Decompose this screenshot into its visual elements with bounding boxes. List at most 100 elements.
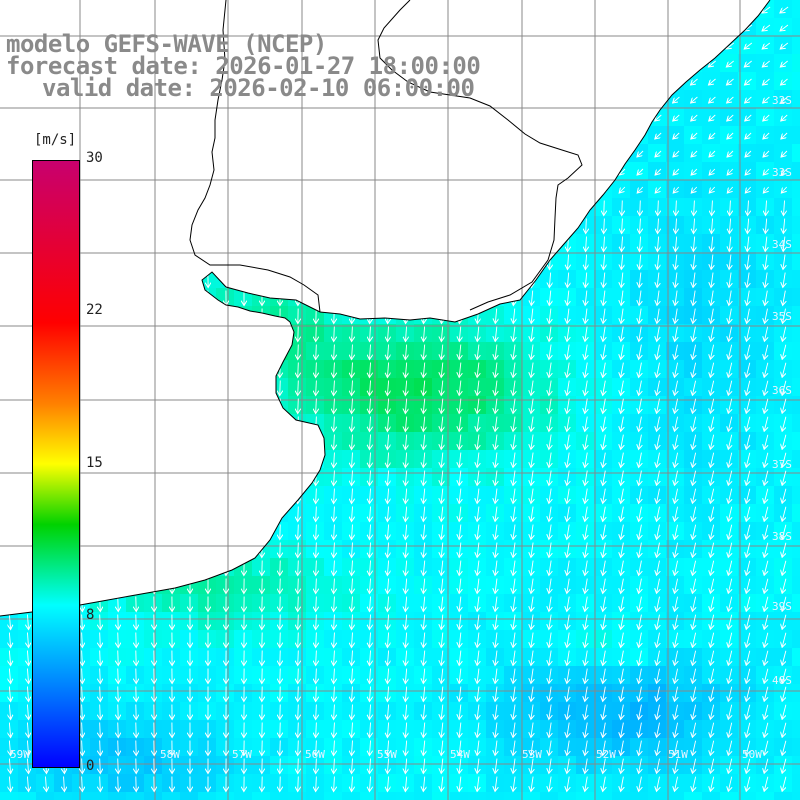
wind-arrow bbox=[424, 146, 425, 162]
speed-cell bbox=[162, 126, 181, 145]
speed-cell bbox=[342, 432, 361, 451]
speed-cell bbox=[108, 144, 127, 163]
wind-arrow bbox=[226, 128, 227, 144]
speed-cell bbox=[576, 504, 595, 523]
speed-cell bbox=[702, 540, 721, 559]
speed-cell bbox=[144, 630, 163, 649]
speed-cell bbox=[396, 360, 415, 379]
speed-cell bbox=[198, 234, 217, 253]
speed-cell bbox=[90, 342, 109, 361]
wind-arrow bbox=[298, 758, 299, 774]
speed-cell bbox=[702, 324, 721, 343]
speed-cell bbox=[324, 450, 343, 469]
speed-cell bbox=[162, 432, 181, 451]
speed-cell bbox=[684, 792, 703, 800]
speed-cell bbox=[324, 216, 343, 235]
speed-cell bbox=[324, 576, 343, 595]
speed-cell bbox=[594, 0, 613, 19]
speed-cell bbox=[684, 288, 703, 307]
speed-cell bbox=[738, 216, 757, 235]
speed-cell bbox=[450, 162, 469, 181]
wind-arrow bbox=[708, 6, 717, 13]
speed-cell bbox=[666, 342, 685, 361]
wind-arrow bbox=[82, 380, 83, 396]
wind-arrow bbox=[45, 2, 46, 18]
wind-arrow bbox=[9, 218, 10, 234]
wind-arrow bbox=[583, 132, 590, 139]
speed-cell bbox=[162, 306, 181, 325]
speed-cell bbox=[306, 612, 325, 631]
speed-cell bbox=[342, 360, 361, 379]
speed-cell bbox=[468, 342, 487, 361]
speed-cell bbox=[270, 252, 289, 271]
wind-arrow bbox=[460, 128, 461, 144]
speed-cell bbox=[648, 162, 667, 181]
speed-cell bbox=[738, 342, 757, 361]
speed-cell bbox=[252, 450, 271, 469]
speed-cell bbox=[774, 36, 793, 55]
speed-cell bbox=[648, 414, 667, 433]
speed-cell bbox=[252, 432, 271, 451]
speed-cell bbox=[468, 270, 487, 289]
speed-cell bbox=[558, 126, 577, 145]
speed-cell bbox=[342, 540, 361, 559]
wind-arrow bbox=[27, 362, 28, 378]
speed-cell bbox=[90, 540, 109, 559]
speed-cell bbox=[702, 0, 721, 19]
wind-arrow bbox=[550, 218, 551, 234]
speed-cell bbox=[792, 792, 800, 800]
speed-cell bbox=[432, 576, 451, 595]
speed-cell bbox=[738, 324, 757, 343]
speed-cell bbox=[774, 522, 793, 541]
speed-cell bbox=[540, 414, 559, 433]
speed-cell bbox=[738, 522, 757, 541]
speed-cell bbox=[684, 666, 703, 685]
speed-cell bbox=[378, 450, 397, 469]
speed-cell bbox=[450, 540, 469, 559]
speed-cell bbox=[738, 54, 757, 73]
speed-cell bbox=[702, 162, 721, 181]
speed-cell bbox=[252, 738, 271, 757]
speed-cell bbox=[126, 612, 145, 631]
speed-cell bbox=[0, 504, 19, 523]
speed-cell bbox=[216, 306, 235, 325]
speed-cell bbox=[90, 108, 109, 127]
wind-arrow bbox=[690, 6, 699, 13]
speed-cell bbox=[774, 0, 793, 19]
speed-cell bbox=[702, 594, 721, 613]
speed-cell bbox=[756, 144, 775, 163]
speed-cell bbox=[450, 18, 469, 37]
speed-cell bbox=[108, 360, 127, 379]
speed-cell bbox=[792, 450, 800, 469]
speed-cell bbox=[576, 144, 595, 163]
speed-cell bbox=[486, 486, 505, 505]
wind-arrow bbox=[82, 308, 83, 324]
lat-label: 36S bbox=[772, 384, 792, 397]
colorbar-tick-22: 22 bbox=[86, 302, 103, 318]
wind-arrow bbox=[600, 6, 609, 13]
speed-cell bbox=[306, 0, 325, 19]
wind-arrow bbox=[477, 2, 479, 18]
wind-arrow bbox=[117, 110, 118, 126]
speed-cell bbox=[702, 558, 721, 577]
lon-label: 55W bbox=[377, 748, 397, 761]
speed-cell bbox=[144, 288, 163, 307]
speed-cell bbox=[270, 288, 289, 307]
speed-cell bbox=[90, 180, 109, 199]
speed-cell bbox=[612, 432, 631, 451]
speed-cell bbox=[162, 144, 181, 163]
speed-cell bbox=[666, 450, 685, 469]
speed-cell bbox=[468, 360, 487, 379]
speed-cell bbox=[324, 252, 343, 271]
wind-arrow bbox=[136, 200, 137, 216]
speed-cell bbox=[414, 126, 433, 145]
speed-cell bbox=[720, 18, 739, 37]
speed-cell bbox=[774, 198, 793, 217]
speed-cell bbox=[180, 306, 199, 325]
speed-cell bbox=[612, 0, 631, 19]
colorbar bbox=[32, 160, 80, 768]
speed-cell bbox=[324, 0, 343, 19]
speed-cell bbox=[450, 234, 469, 253]
speed-cell bbox=[126, 306, 145, 325]
wind-arrow bbox=[135, 2, 137, 18]
